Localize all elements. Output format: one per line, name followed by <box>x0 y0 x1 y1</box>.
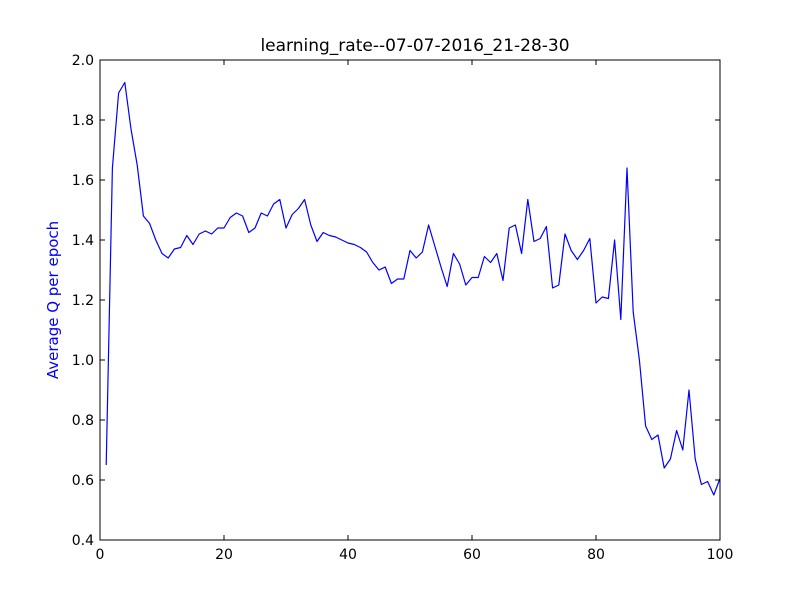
chart-title: learning_rate--07-07-2016_21-28-30 <box>260 36 569 56</box>
y-tick-label: 1.0 <box>72 353 94 369</box>
x-tick-label: 100 <box>707 547 734 563</box>
x-tick-label: 60 <box>463 547 481 563</box>
x-tick-label: 40 <box>339 547 357 563</box>
plot-area: 0 20 40 60 80 100 0.4 0.6 0.8 1.0 1.2 1.4 1.6 1.8 2.0 <box>72 53 734 563</box>
y-tick-label: 2.0 <box>72 53 94 69</box>
y-tick-label: 1.6 <box>72 173 94 189</box>
y-tick-label: 1.2 <box>72 293 94 309</box>
x-tick-label: 80 <box>587 547 605 563</box>
y-tick-label: 1.8 <box>72 113 94 129</box>
x-tick-label: 20 <box>215 547 233 563</box>
series-line <box>105 81 721 496</box>
x-tick-label: 0 <box>96 547 105 563</box>
y-tick-label: 0.8 <box>72 413 94 429</box>
y-tick-label: 1.4 <box>72 233 94 249</box>
y-axis-label: Average Q per epoch <box>44 221 62 379</box>
y-tick-label: 0.4 <box>72 533 94 549</box>
axes-frame <box>99 59 721 541</box>
y-tick-label: 0.6 <box>72 473 94 489</box>
